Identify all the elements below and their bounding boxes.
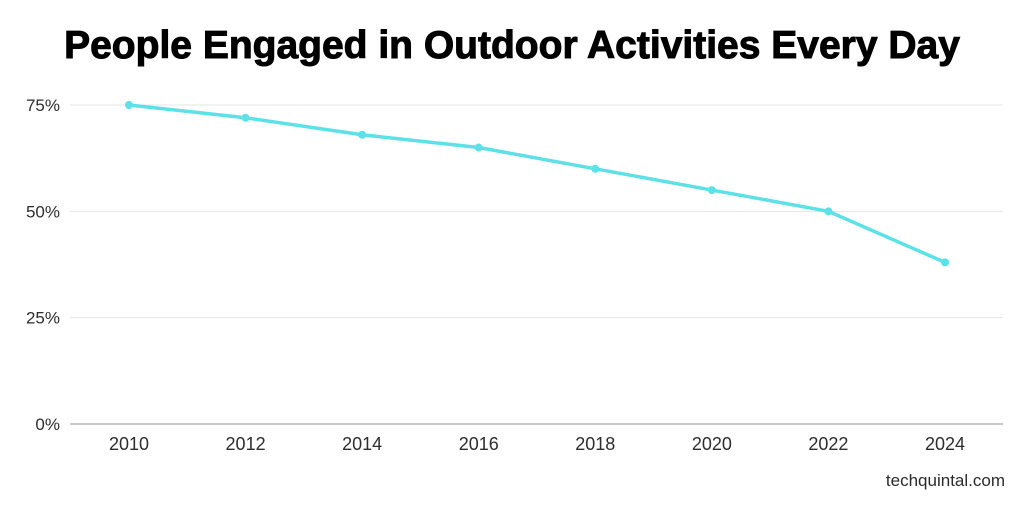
data-point [358, 130, 367, 139]
data-point [241, 113, 250, 122]
data-point [824, 207, 833, 216]
watermark: techquintal.com [885, 471, 1005, 490]
data-point [125, 101, 133, 109]
chart-title: People Engaged in Outdoor Activities Eve… [64, 24, 961, 68]
x-tick-label: 2018 [575, 434, 615, 454]
data-point [591, 164, 600, 173]
y-tick-label: 75% [26, 96, 60, 115]
data-line [127, 103, 947, 265]
x-tick-label: 2020 [692, 434, 732, 454]
x-tick-label: 2012 [226, 434, 266, 454]
x-tick-label: 2016 [459, 434, 499, 454]
data-point [474, 143, 483, 152]
x-tick-label: 2022 [808, 434, 848, 454]
x-tick-label: 2010 [109, 434, 149, 454]
y-tick-label: 25% [26, 309, 60, 328]
x-tick-label: 2024 [925, 434, 965, 454]
y-tick-label: 50% [26, 202, 60, 221]
data-point [941, 258, 949, 267]
data-point [707, 186, 716, 195]
x-tick-label: 2014 [342, 434, 382, 454]
y-tick-label: 0% [35, 415, 60, 434]
